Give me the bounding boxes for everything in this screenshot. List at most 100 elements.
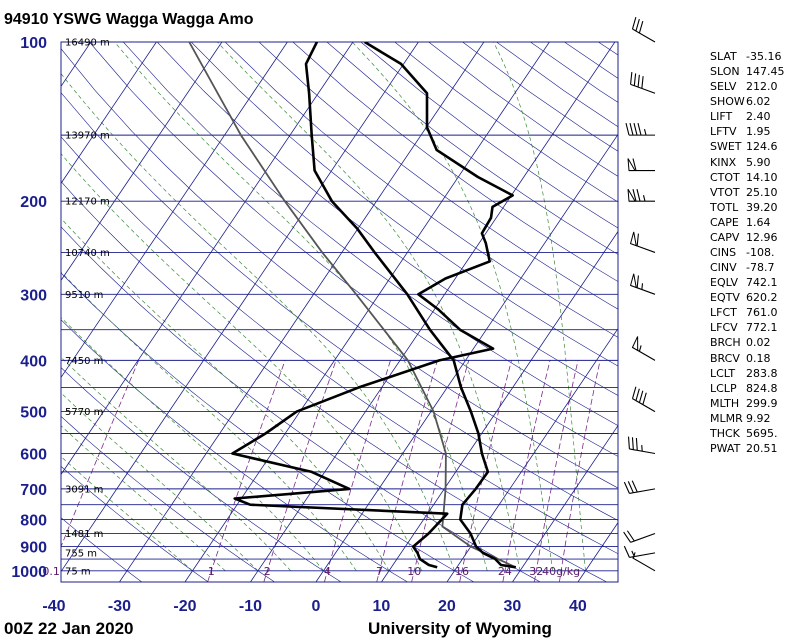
index-row: CINV -78.7	[710, 260, 796, 275]
index-key: SWET	[710, 140, 742, 154]
moist-adiabat	[61, 217, 390, 571]
pressure-tick-label: 100	[20, 35, 47, 52]
index-value: 0.02	[746, 336, 771, 350]
index-value: 212.0	[746, 80, 778, 94]
index-row: LFTV 1.95	[710, 124, 796, 139]
wind-barb	[623, 480, 656, 494]
dry-adiabat	[61, 465, 209, 582]
dry-adiabat	[61, 272, 475, 582]
mixing-ratio-lines	[61, 360, 601, 582]
isotherm	[381, 230, 618, 582]
temperature-tick-label: 0	[311, 598, 320, 615]
isotherm	[184, 42, 550, 582]
mixing-ratio-label: 1	[208, 565, 215, 578]
stability-indices-table: SLAT -35.16 SLON 147.45 SELV 212.0 SHOW 6.02 LIF…	[710, 49, 796, 456]
index-value: -35.16	[746, 50, 782, 63]
index-value: 824.8	[746, 381, 778, 395]
index-row: TOTL 39.20	[710, 200, 796, 215]
index-row: EQLV 742.1	[710, 275, 796, 290]
isotherm	[446, 327, 618, 582]
index-key: PWAT	[710, 442, 741, 456]
index-key: EQLV	[710, 276, 739, 290]
temperature-tick-label: 10	[373, 598, 391, 615]
dry-adiabat	[61, 517, 142, 582]
index-row: SHOW 6.02	[710, 94, 796, 109]
wind-barb	[631, 336, 656, 361]
index-value: 12.96	[746, 230, 778, 244]
wind-barb	[623, 530, 656, 543]
dry-adiabat	[61, 180, 607, 582]
dry-adiabat	[156, 42, 618, 396]
wind-barb	[631, 16, 656, 43]
pressure-tick-label: 200	[20, 194, 47, 211]
index-key: VTOT	[710, 185, 740, 199]
wind-barb	[627, 158, 655, 172]
index-value: 772.1	[746, 321, 778, 335]
index-value: 25.10	[746, 185, 778, 199]
isotherm	[119, 42, 485, 582]
index-value: -108.	[746, 246, 775, 260]
index-value: 283.8	[746, 366, 778, 380]
index-row: MLTH 299.9	[710, 396, 796, 411]
temperature-tick-label: -40	[42, 598, 65, 615]
index-row: VTOT 25.10	[710, 185, 796, 200]
mixing-ratio-label: 24	[498, 565, 512, 578]
index-key: KINX	[710, 155, 737, 169]
height-label: 10740 m	[65, 248, 110, 259]
index-key: BRCV	[710, 351, 740, 365]
pressure-tick-label: 600	[20, 446, 47, 463]
wind-barbs	[623, 16, 656, 572]
index-key: LFCV	[710, 321, 738, 335]
pressure-tick-label: 500	[20, 405, 47, 422]
index-value: 147.45	[746, 65, 785, 79]
pressure-tick-label: 400	[20, 353, 47, 370]
index-value: 20.51	[746, 442, 778, 456]
plot-area	[61, 42, 618, 582]
footer-date: 00Z 22 Jan 2020	[4, 619, 133, 638]
index-key: SHOW	[710, 95, 745, 109]
height-labels: 16490 m 13970 m 12170 m 10740 m 9510 m 7450 m…	[65, 38, 110, 578]
index-row: SLAT -35.16	[710, 49, 796, 64]
index-value: 14.10	[746, 170, 778, 184]
mixing-ratio-label: 40g/kg	[542, 565, 580, 578]
height-label: 755 m	[65, 548, 97, 559]
index-key: LIFT	[710, 110, 733, 124]
mixing-ratio-label: 2	[264, 565, 271, 578]
mixing-ratio-label: 0.1	[42, 565, 60, 578]
height-label: 1481 m	[65, 529, 103, 540]
dry-adiabat	[190, 42, 618, 367]
mixing-ratio-line	[411, 360, 470, 582]
mixing-ratio-line	[324, 360, 391, 582]
temperature-tick-label: -20	[173, 598, 196, 615]
pressure-tick-label: 800	[20, 513, 47, 530]
mixing-ratio-label: 7	[376, 565, 383, 578]
isotherm	[61, 42, 354, 476]
dry-adiabat	[61, 319, 408, 582]
moist-adiabat	[61, 316, 324, 572]
index-row: LFCT 761.0	[710, 305, 796, 320]
index-row: CAPE 1.64	[710, 215, 796, 230]
index-row: CAPV 12.96	[710, 230, 796, 245]
wind-barb	[625, 122, 655, 136]
height-label: 16490 m	[65, 38, 110, 49]
wind-barb	[627, 436, 656, 455]
wind-barb	[629, 273, 656, 295]
temperature-tick-label: -30	[108, 598, 131, 615]
index-row: EQTV 620.2	[710, 290, 796, 305]
index-value: 761.0	[746, 306, 778, 320]
pressure-tick-label: 700	[20, 482, 47, 499]
index-value: 39.20	[746, 200, 778, 214]
index-row: SWET 124.6	[710, 139, 796, 154]
index-value: 620.2	[746, 291, 778, 305]
index-value: 742.1	[746, 276, 778, 290]
mixing-ratio-line	[207, 360, 286, 582]
moist-adiabat	[61, 356, 292, 572]
height-label: 75 m	[65, 566, 91, 577]
dry-adiabat	[292, 42, 618, 282]
index-row: CINS -108.	[710, 245, 796, 260]
height-label: 13970 m	[65, 131, 110, 142]
index-row: BRCV 0.18	[710, 351, 796, 366]
